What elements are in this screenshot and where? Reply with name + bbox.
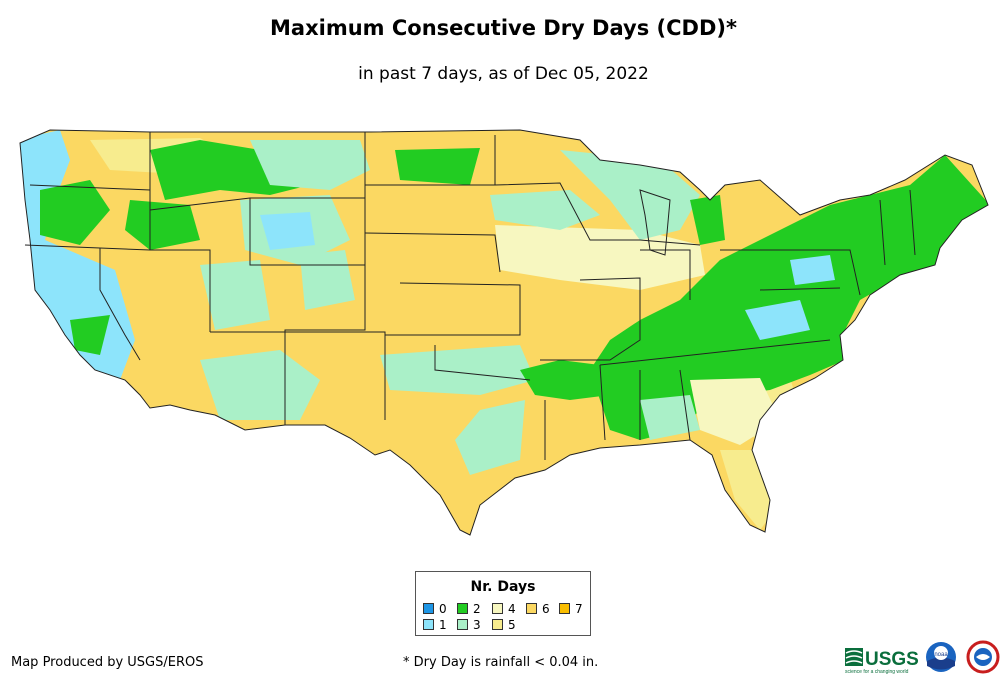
- legend-item: 1: [423, 619, 447, 631]
- zone-2-days-north: [395, 148, 480, 185]
- state-line: [909, 189, 916, 256]
- state-line: [210, 331, 386, 420]
- us-outline: [19, 129, 989, 536]
- state-line: [679, 369, 691, 441]
- state-line: [29, 184, 151, 191]
- legend-swatch: [423, 619, 434, 630]
- map-title: Maximum Consecutive Dry Days (CDD)*: [270, 16, 737, 40]
- legend-swatch: [457, 619, 468, 630]
- legend-item: 6: [526, 603, 550, 615]
- state-line: [434, 345, 531, 381]
- legend-label: 3: [473, 618, 481, 632]
- zone-3-days-mountain: [200, 260, 270, 330]
- zone-3-days-mountain: [250, 140, 370, 190]
- usgs-tagline: science for a changing world: [845, 669, 909, 675]
- legend-label: 7: [575, 602, 583, 616]
- zone-2-days-west: [125, 200, 200, 250]
- legend-label: 4: [508, 602, 516, 616]
- state-line: [249, 198, 365, 266]
- cdd-shading: [20, 130, 988, 535]
- legend-swatch: [559, 603, 570, 614]
- legend-title: Nr. Days: [470, 579, 536, 595]
- dry-day-footnote: * Dry Day is rainfall < 0.04 in.: [403, 655, 599, 670]
- zone-3-days-southwest: [200, 350, 320, 420]
- state-line: [99, 248, 141, 361]
- zone-3-days-texas: [380, 345, 535, 395]
- usgs-logo: USGS science for a changing world: [845, 648, 919, 675]
- legend-item: 7: [559, 603, 583, 615]
- usgs-wave-lines: [845, 650, 863, 664]
- legend-swatch: [457, 603, 468, 614]
- zone-3-days-north: [490, 190, 600, 230]
- zone-3-days-texas: [455, 400, 525, 475]
- map-subtitle: in past 7 days, as of Dec 05, 2022: [358, 64, 649, 84]
- legend-item: 2: [457, 603, 481, 615]
- legend-item: 0: [423, 603, 447, 615]
- zone-2-days-west: [70, 315, 110, 355]
- state-line: [640, 249, 691, 300]
- legend-label: 0: [439, 602, 447, 616]
- state-line: [540, 277, 641, 361]
- legend-label: 6: [542, 602, 550, 616]
- usgs-wordmark: USGS: [865, 649, 919, 670]
- zone-2-days-south: [520, 360, 610, 400]
- agency-logos: USGS science for a changing world noaa: [845, 640, 1000, 675]
- zone-3-days-north: [560, 150, 700, 240]
- legend-label: 5: [508, 618, 516, 632]
- legend-item: 3: [457, 619, 481, 631]
- legend-item: 5: [492, 619, 516, 631]
- zone-2-days-west: [40, 180, 110, 245]
- legend-swatch: [492, 619, 503, 630]
- state-borders: [19, 129, 989, 536]
- noaa-logo: noaa: [926, 642, 956, 672]
- cdd-map: [19, 129, 989, 536]
- state-line: [284, 132, 366, 425]
- legend-swatch: [492, 603, 503, 614]
- state-line: [720, 249, 861, 296]
- state-line: [759, 287, 841, 291]
- legend-label: 2: [473, 602, 481, 616]
- legend-swatch: [526, 603, 537, 614]
- legend-item: 4: [492, 603, 516, 615]
- nws-logo: [966, 640, 1000, 674]
- state-line: [879, 199, 886, 266]
- state-line: [494, 182, 701, 246]
- state-line: [364, 232, 501, 273]
- state-line: [599, 364, 606, 441]
- zone-3-days-mountain: [300, 250, 355, 310]
- zone-2-days-north: [690, 195, 725, 245]
- noaa-wordmark: noaa: [934, 652, 948, 658]
- zone-1-day-east: [745, 300, 810, 340]
- great-lakes-outline: [639, 189, 671, 256]
- producer-credit: Map Produced by USGS/EROS: [11, 655, 204, 670]
- legend: Nr. Days 0 1 2 3 4 5 6 7: [415, 571, 591, 636]
- state-line: [599, 339, 831, 366]
- zone-2-days-east: [590, 155, 988, 440]
- zone-1-day-mountain: [260, 212, 315, 250]
- zone-1-day-east: [790, 255, 835, 285]
- legend-label: 1: [439, 618, 447, 632]
- legend-swatch: [423, 603, 434, 614]
- state-line: [24, 244, 211, 332]
- state-line: [385, 282, 521, 336]
